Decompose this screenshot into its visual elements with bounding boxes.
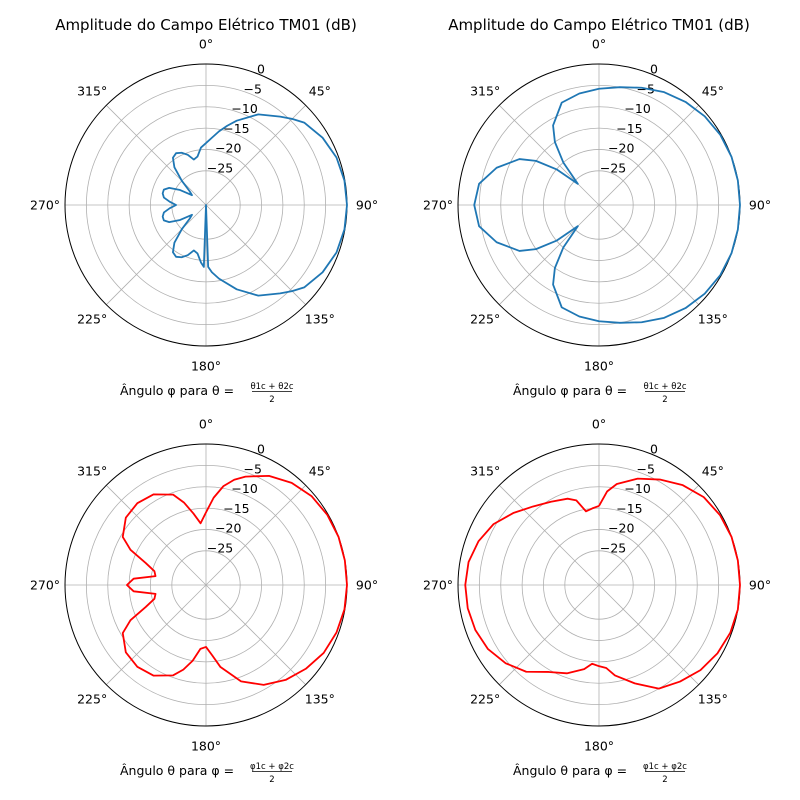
- grid-spoke: [205, 584, 306, 685]
- theta-tick-label: 180°: [191, 359, 221, 374]
- theta-tick-label: 180°: [191, 739, 221, 754]
- theta-tick-label: 135°: [698, 311, 728, 326]
- x-label-text: Ângulo φ para θ =: [120, 383, 234, 398]
- x-label-text: Ângulo φ para θ =: [513, 383, 627, 398]
- r-tick-label: −25: [207, 160, 233, 175]
- grid-spoke: [106, 584, 207, 685]
- theta-tick-label: 45°: [702, 464, 724, 479]
- r-tick-label: −10: [624, 101, 650, 116]
- theta-tick-label: 270°: [423, 198, 453, 213]
- chart-title: Amplitude do Campo Elétrico TM01 (dB): [448, 16, 750, 34]
- x-label-denominator: 2: [662, 395, 667, 405]
- grid-spoke: [205, 485, 306, 586]
- theta-tick-label: 45°: [309, 464, 331, 479]
- grid-spoke: [598, 485, 699, 586]
- r-tick-label: −20: [215, 521, 241, 536]
- theta-tick-label: 315°: [77, 464, 107, 479]
- theta-tick-label: 45°: [309, 84, 331, 99]
- theta-tick-label: 315°: [470, 464, 500, 479]
- theta-tick-label: 135°: [305, 311, 335, 326]
- polar-chart-4: 0° 45° 90° 135° 180° 225° 270° 315° 0 −5 −10 −15 −20…: [423, 417, 771, 786]
- theta-tick-label: 0°: [199, 37, 213, 52]
- theta-tick-label: 225°: [77, 691, 107, 706]
- grid-spoke: [598, 584, 699, 685]
- r-tick-label: −5: [244, 461, 262, 476]
- r-tick-label: 0: [650, 62, 658, 77]
- series-line: [121, 474, 348, 686]
- theta-tick-label: 270°: [30, 198, 60, 213]
- theta-tick-label: 0°: [592, 417, 606, 432]
- r-tick-label: −25: [207, 540, 233, 555]
- r-tick-label: −10: [231, 481, 257, 496]
- r-tick-label: −20: [215, 141, 241, 156]
- r-tick-label: 0: [257, 62, 265, 77]
- r-tick-label: 0: [650, 442, 658, 457]
- polar-chart-3: 0° 45° 90° 135° 180° 225° 270° 315° 0 −5 −10 −15 −20…: [30, 417, 378, 786]
- x-label-denominator: 2: [269, 395, 274, 405]
- theta-tick-label: 90°: [749, 578, 771, 593]
- theta-tick-label: 315°: [77, 84, 107, 99]
- theta-tick-label: 90°: [749, 198, 771, 213]
- x-label-denominator: 2: [662, 775, 667, 785]
- theta-tick-label: 270°: [423, 578, 453, 593]
- theta-tick-label: 45°: [702, 84, 724, 99]
- theta-tick-label: 225°: [470, 311, 500, 326]
- series-line: [473, 86, 741, 324]
- x-axis-label: Ângulo θ para φ = φ1c + φ2c 2: [120, 762, 294, 785]
- r-tick-label: −20: [608, 521, 634, 536]
- x-label-denominator: 2: [269, 775, 274, 785]
- theta-tick-label: 135°: [305, 691, 335, 706]
- theta-tick-label: 90°: [356, 578, 378, 593]
- r-tick-label: −15: [616, 121, 642, 136]
- theta-tick-label: 225°: [77, 311, 107, 326]
- grid-spoke: [598, 105, 699, 206]
- theta-tick-label: 225°: [470, 691, 500, 706]
- r-tick-label: −25: [600, 160, 626, 175]
- theta-tick-label: 270°: [30, 578, 60, 593]
- theta-tick-label: 0°: [199, 417, 213, 432]
- theta-tick-label: 90°: [356, 198, 378, 213]
- x-label-numerator: θ1c + θ2c: [250, 382, 293, 392]
- r-tick-label: −15: [223, 501, 249, 516]
- grid-spoke: [106, 105, 207, 206]
- theta-tick-label: 0°: [592, 37, 606, 52]
- polar-chart-2: 0°45°90°135°180°225°270°315°0−5−10−15−20…: [423, 16, 771, 405]
- grid-spoke: [106, 485, 207, 586]
- r-tick-label: −5: [637, 461, 655, 476]
- r-tick-label: −15: [223, 121, 249, 136]
- r-tick-label: −20: [608, 141, 634, 156]
- grid-spoke: [598, 204, 699, 305]
- theta-tick-label: 180°: [584, 359, 614, 374]
- x-label-numerator: φ1c + φ2c: [643, 762, 687, 772]
- x-label-numerator: θ1c + θ2c: [643, 382, 686, 392]
- r-tick-label: −10: [231, 101, 257, 116]
- theta-tick-label: 180°: [584, 739, 614, 754]
- grid-spoke: [499, 485, 600, 586]
- x-label-text: Ângulo θ para φ =: [120, 763, 234, 778]
- x-label-numerator: φ1c + φ2c: [250, 762, 294, 772]
- theta-tick-label: 135°: [698, 691, 728, 706]
- grid-spoke: [106, 204, 207, 305]
- r-tick-label: −15: [616, 501, 642, 516]
- grid-spoke: [499, 105, 600, 206]
- polar-chart-1: 0° 45° 90° 135° 180° 225° 270° 315° 0 −5 −10 −15 −20…: [30, 16, 378, 405]
- chart-title: Amplitude do Campo Elétrico TM01 (dB): [55, 16, 357, 34]
- r-tick-label: 0: [257, 442, 265, 457]
- grid-spoke: [205, 105, 306, 206]
- series-line: [161, 113, 348, 297]
- r-tick-label: −5: [244, 81, 262, 96]
- theta-tick-label: 315°: [470, 84, 500, 99]
- r-tick-label: −25: [600, 540, 626, 555]
- series-line: [464, 477, 741, 690]
- grid-spoke: [205, 204, 306, 305]
- grid-spoke: [499, 204, 600, 305]
- x-axis-label: Ângulo φ para θ = θ1c + θ2c 2: [120, 382, 294, 405]
- x-label-text: Ângulo θ para φ =: [513, 763, 627, 778]
- x-axis-label: Ângulo θ para φ = φ1c + φ2c 2: [513, 762, 687, 785]
- x-axis-label: Ângulo φ para θ = θ1c + θ2c 2: [513, 382, 687, 405]
- r-tick-label: −10: [624, 481, 650, 496]
